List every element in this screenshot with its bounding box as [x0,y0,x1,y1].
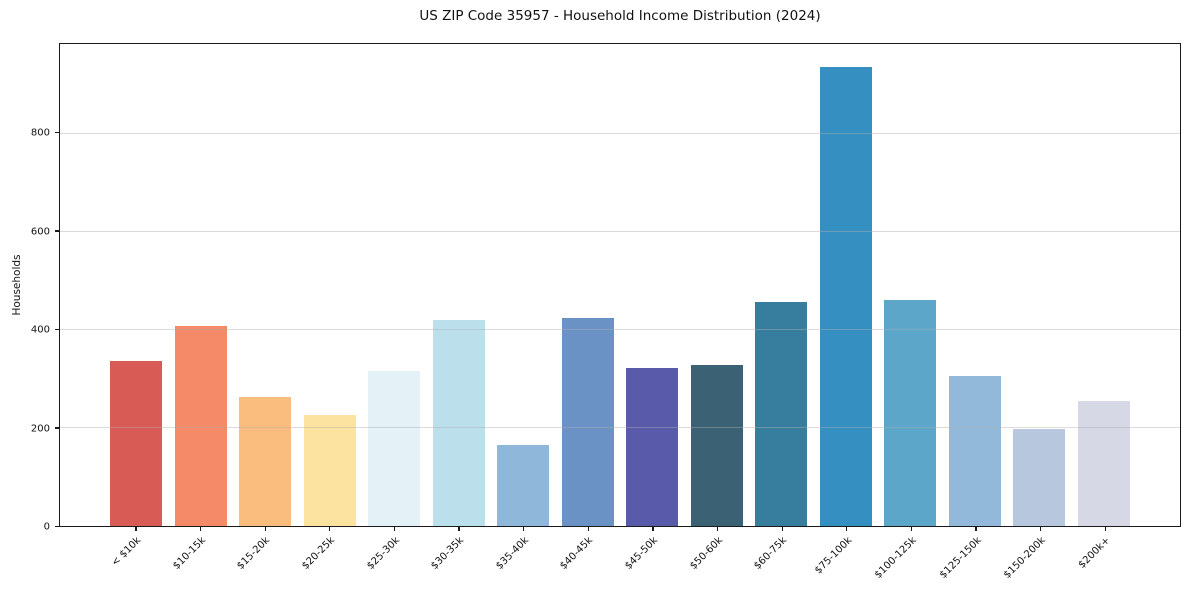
x-slot: $30-35k [426,527,491,590]
bar-slot [685,44,750,526]
bar [626,367,679,526]
y-axis: 0 200 400 600 800 [0,43,59,533]
bar-slot [814,44,879,526]
bar [755,301,808,526]
x-slot: $200k+ [1072,527,1137,590]
x-tick-mark [1104,527,1106,531]
x-slot: $25-30k [362,527,427,590]
x-tick-label: $200k+ [1076,535,1113,571]
x-tick-label: $40-45k [558,535,596,572]
bar [174,325,227,526]
chart-title: US ZIP Code 35957 - Household Income Dis… [419,8,821,24]
x-tick-label: $25-30k [364,535,402,572]
y-tick-mark [55,427,59,429]
bar-slot [620,44,685,526]
bar-slot [556,44,621,526]
x-tick-mark [393,527,395,531]
bar-slot [427,44,492,526]
y-tick-label: 400 [30,324,50,336]
x-slot: $20-25k [297,527,362,590]
x-slot: $75-100k [812,527,879,590]
x-tick-label: < $10k [109,535,144,569]
bar-slot [298,44,363,526]
y-tick-label: 800 [30,127,50,139]
x-tick-mark [199,527,202,531]
y-tick-mark [55,328,59,331]
bar [368,371,421,526]
y-tick-label: 200 [30,423,50,435]
x-tick-label: $75-100k [812,535,854,577]
x-slot: $45-50k [620,527,685,590]
x-tick-label: $35-40k [493,535,531,572]
x-tick-label: $45-50k [623,535,661,572]
y-tick-mark [55,131,59,134]
y-tick-mark [55,525,59,527]
bar [110,360,163,526]
x-tick-mark [781,527,783,531]
x-tick-mark [135,527,137,531]
y-tick-label: 0 [43,521,50,533]
bar [497,444,550,526]
x-tick-mark [1040,527,1042,531]
x-slot: $60-75k [749,527,814,590]
bar-slot [104,44,169,526]
x-tick-label: $100-125k [872,535,919,581]
x-slot: $100-125k [873,527,944,590]
x-slot: $125-150k [937,527,1008,590]
x-tick-mark [846,527,848,531]
x-tick-mark [458,527,460,531]
x-tick-mark [975,527,977,531]
bar [561,317,614,526]
bar-slot [491,44,556,526]
bar [819,67,872,526]
y-tick-mark [55,230,59,232]
x-slot: $10-15k [168,527,233,590]
bar [1013,428,1066,526]
x-tick-label: $50-60k [687,535,725,572]
x-tick-label: $125-150k [937,535,984,581]
x-tick-label: $10-15k [170,535,208,572]
x-tick-label: $20-25k [300,535,337,572]
x-slot: $40-45k [555,527,620,590]
x-tick-mark [716,527,719,531]
bar [948,376,1001,526]
bar-slot [943,44,1008,526]
bar-slot [233,44,298,526]
plot-area [59,43,1181,527]
bar [303,414,356,526]
bar-slot [169,44,234,526]
x-axis: < $10k $10-15k $15-20k $20-25k $25-30k $30-35… [59,527,1181,590]
x-tick-label: $30-35k [429,535,467,572]
bar-slot [1007,44,1072,526]
bar-slot [362,44,427,526]
x-tick-label: $15-20k [235,535,273,572]
bar [1077,401,1130,526]
x-tick-mark [523,527,525,531]
bar-slot [749,44,814,526]
bar-slot [1072,44,1137,526]
x-tick-label: $60-75k [752,535,790,572]
bars [60,44,1180,526]
x-slot: $35-40k [491,527,556,590]
x-slot: < $10k [103,527,168,590]
x-slot: $150-200k [1002,527,1073,590]
x-tick-mark [587,527,589,531]
bar [690,365,743,526]
bar [884,300,937,526]
x-tick-mark [910,527,912,531]
bar [432,320,485,526]
x-tick-mark [329,527,331,531]
x-slot: $50-60k [685,527,750,590]
bar [239,397,292,526]
x-slot: $15-20k [232,527,297,590]
y-tick-label: 600 [30,226,50,238]
bar-slot [878,44,943,526]
x-tick-label: $150-200k [1001,535,1048,581]
x-tick-mark [264,527,266,531]
x-tick-mark [652,527,654,531]
